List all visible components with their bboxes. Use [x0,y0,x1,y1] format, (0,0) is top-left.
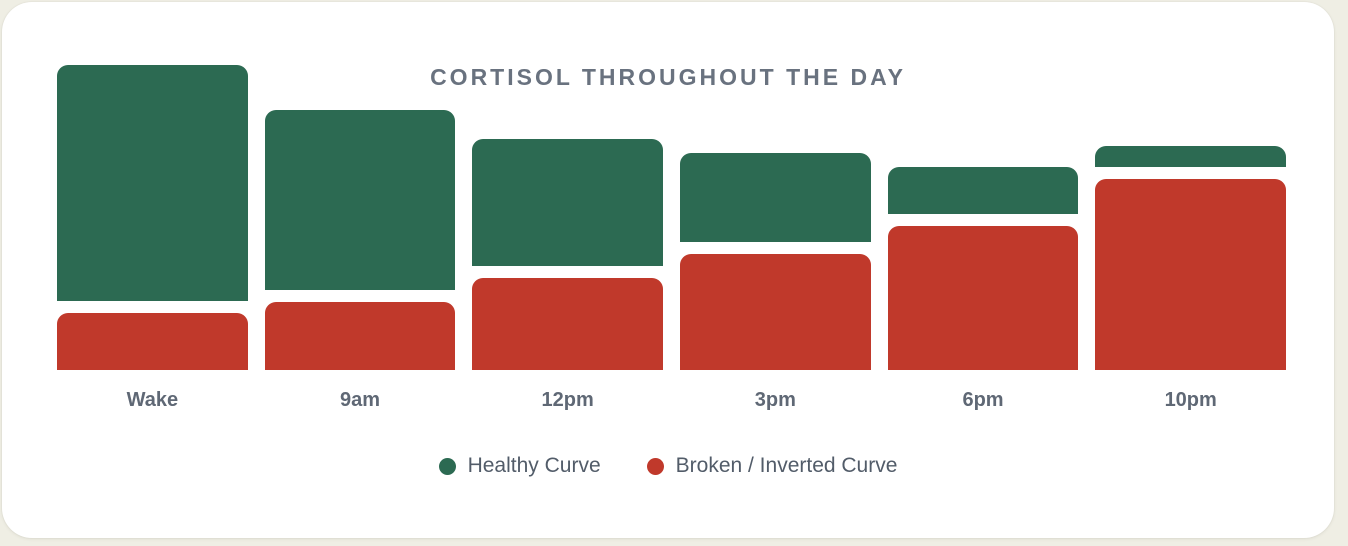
legend-dot-icon [646,457,664,475]
broken-bar-segment [680,254,871,370]
bar-chart [57,65,1287,370]
chart-legend: Healthy Curve Broken / Inverted Curve [2,454,1334,478]
bar-column-6pm [887,65,1079,370]
bar-column-9am [264,65,456,370]
broken-bar-segment [264,301,456,370]
healthy-bar-segment [57,65,248,302]
healthy-bar-segment [1095,145,1287,167]
x-axis-label-wake: Wake [126,389,179,411]
x-axis: Wake 9am 12pm 3pm 6pm 10pm [57,389,1286,412]
chart-title: CORTISOL THROUGHOUT THE DAY [430,64,906,90]
broken-bar-segment [57,313,248,370]
bar-column-10pm [1095,65,1287,370]
bar-column-wake [57,65,248,370]
bar-column-12pm [472,65,664,370]
x-axis-label-12pm: 12pm [541,389,594,411]
x-axis-label-6pm: 6pm [962,389,1004,411]
broken-bar-segment [887,226,1079,370]
x-axis-label-3pm: 3pm [754,389,796,411]
legend-label: Healthy Curve [467,454,601,477]
healthy-bar-segment [887,166,1079,215]
healthy-bar-segment [264,110,456,290]
legend-item: Broken / Inverted Curve [646,454,898,478]
x-axis-label-9am: 9am [339,389,381,411]
legend-dot-icon [438,457,456,475]
x-axis-label-10pm: 10pm [1164,389,1217,411]
legend-label: Broken / Inverted Curve [675,454,898,477]
healthy-bar-segment [472,138,664,266]
broken-bar-segment [472,277,664,370]
broken-bar-segment [1095,178,1287,370]
legend-item: Healthy Curve [438,454,601,478]
bar-column-3pm [680,65,871,370]
healthy-bar-segment [680,152,871,243]
chart-card: CORTISOL THROUGHOUT THE DAY Wake 9am 12pm 3… [2,2,1334,538]
